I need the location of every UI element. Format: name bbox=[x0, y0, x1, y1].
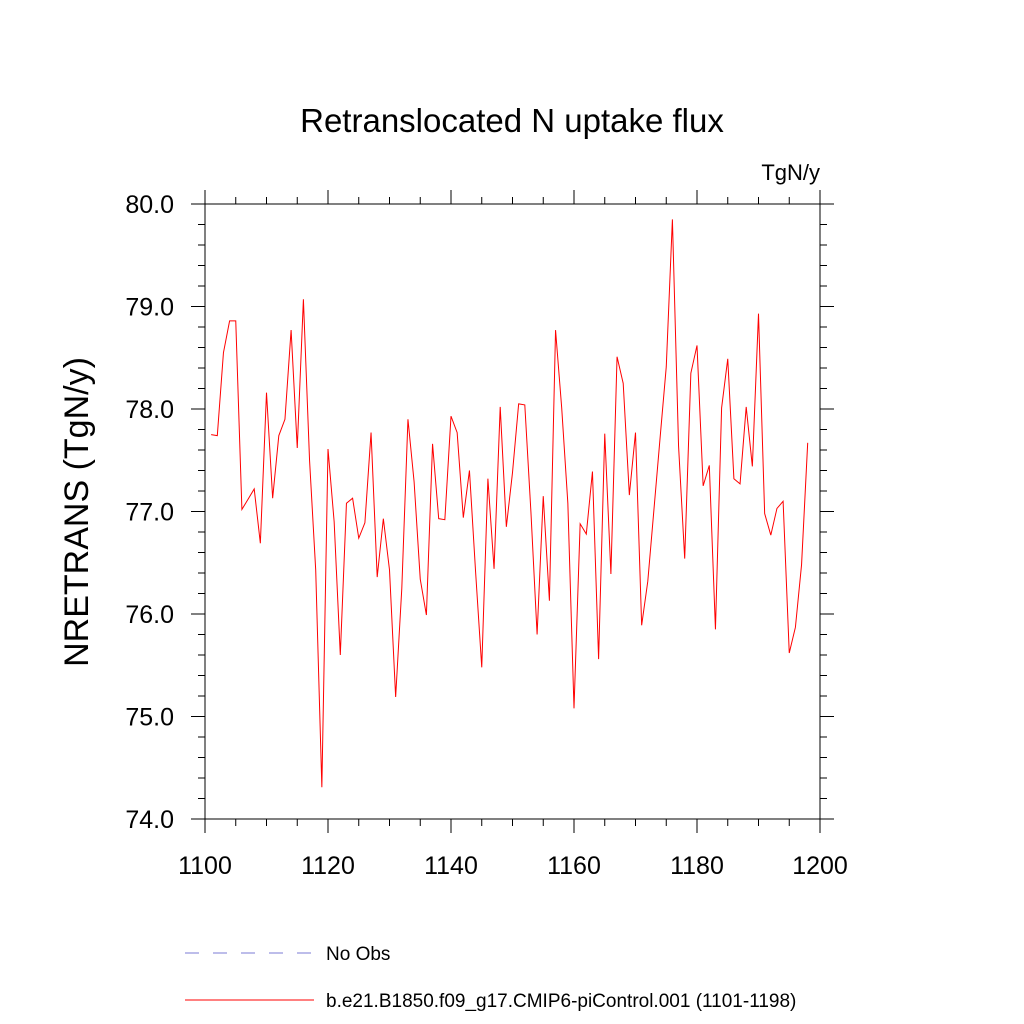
y-tick-label: 77.0 bbox=[125, 499, 174, 527]
y-tick-label: 80.0 bbox=[125, 191, 174, 219]
units-label: TgN/y bbox=[761, 160, 820, 185]
plot-frame bbox=[204, 203, 821, 820]
y-axis-label: NRETRANS (TgN/y) bbox=[58, 357, 96, 667]
legend-label-1: b.e21.B1850.f09_g17.CMIP6-piControl.001 … bbox=[326, 991, 796, 1012]
x-tick-label: 1180 bbox=[670, 852, 724, 880]
series-line-1 bbox=[211, 219, 809, 788]
chart-title: Retranslocated N uptake flux bbox=[300, 102, 724, 139]
x-tick-label: 1140 bbox=[424, 852, 478, 880]
x-tick-label: 1120 bbox=[301, 852, 355, 880]
y-tick-label: 78.0 bbox=[125, 396, 174, 424]
legend: No Obs b.e21.B1850.f09_g17.CMIP6-piContro… bbox=[185, 944, 796, 1012]
major-ticks bbox=[191, 190, 834, 833]
x-tick-label: 1200 bbox=[792, 852, 848, 880]
x-tick-label: 1100 bbox=[178, 852, 232, 880]
y-tick-label: 79.0 bbox=[125, 294, 174, 322]
tick-labels: 1100 1120 1140 1160 1180 1200 74.0 75.0 76.0 77.0… bbox=[125, 191, 847, 880]
y-tick-label: 74.0 bbox=[125, 806, 174, 834]
y-tick-label: 76.0 bbox=[125, 601, 174, 629]
x-tick-label: 1160 bbox=[547, 852, 601, 880]
series-layer bbox=[211, 219, 809, 788]
legend-label-0: No Obs bbox=[326, 944, 390, 965]
y-tick-label: 75.0 bbox=[125, 704, 174, 732]
minor-ticks bbox=[198, 197, 827, 826]
